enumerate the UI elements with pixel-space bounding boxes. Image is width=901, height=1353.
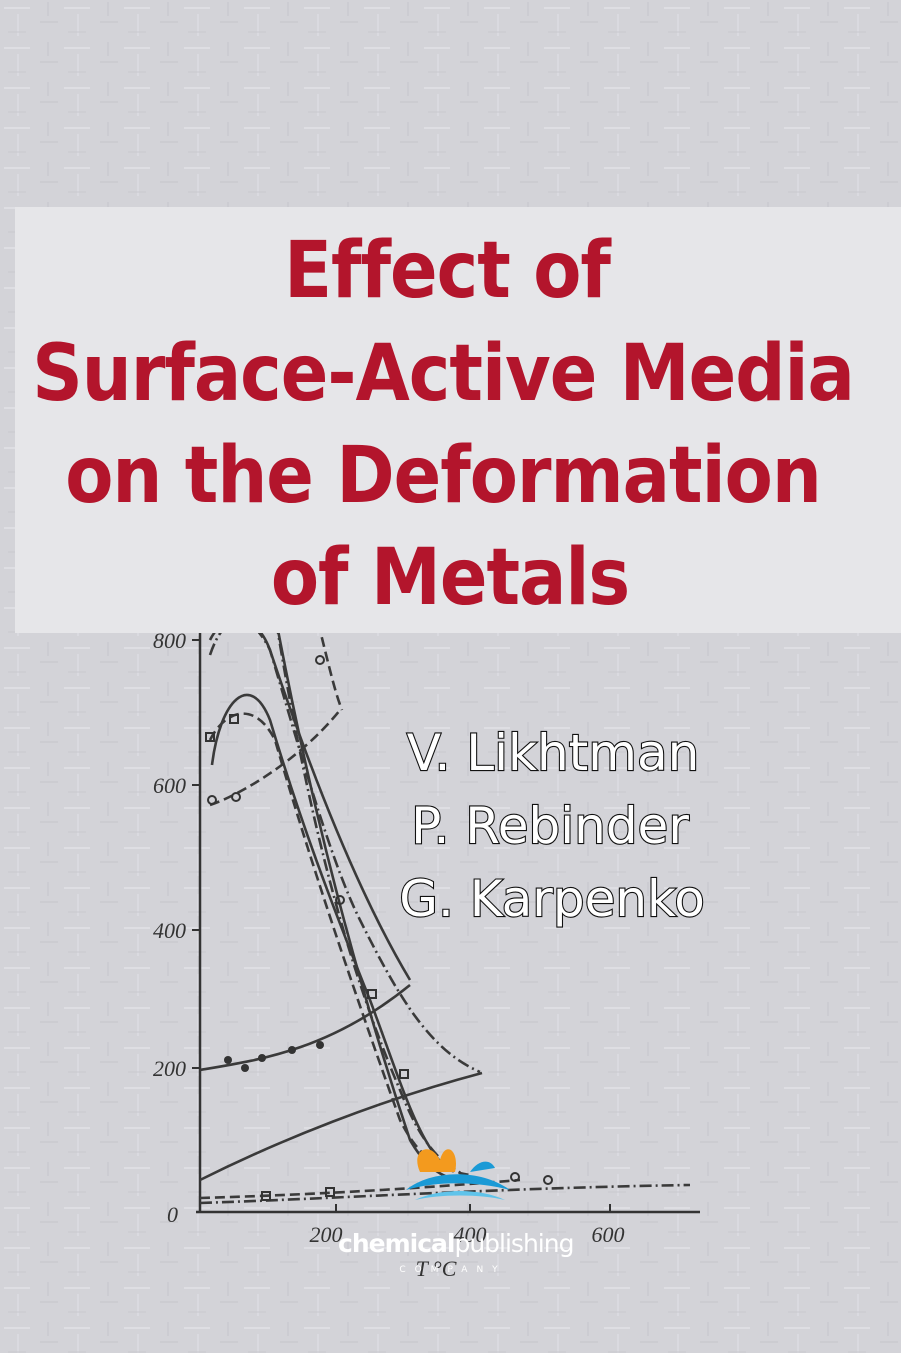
publisher-company: COMPANY [399, 1265, 506, 1275]
publisher-logo: chemicalpublishing COMPANY [338, 1149, 574, 1275]
y-tick-label: 200 [153, 1056, 186, 1081]
author: V. Likhtman [407, 724, 700, 782]
title-line: on the Deformation [65, 431, 821, 521]
ticks [192, 639, 611, 1212]
title-line: of Metals [271, 533, 629, 623]
x-tick-label: 200 [310, 1222, 343, 1247]
x-tick-label: 400 [454, 1222, 487, 1247]
title-line: Effect of [284, 226, 612, 316]
title-line: Surface-Active Media [32, 329, 854, 419]
author: G. Karpenko [399, 870, 705, 928]
title-banner [15, 207, 901, 633]
y-tick-label: 400 [153, 918, 186, 943]
y-tick-label: 600 [153, 773, 186, 798]
publisher-name-bold: chemical [338, 1229, 454, 1258]
publisher-name: chemicalpublishing [338, 1229, 573, 1258]
y-tick-label: 0 [167, 1202, 178, 1227]
author: P. Rebinder [411, 797, 689, 855]
publisher-name-light: publishing [454, 1229, 573, 1258]
x-axis-label: T °C [416, 1256, 457, 1281]
x-tick-label: 600 [592, 1222, 625, 1247]
